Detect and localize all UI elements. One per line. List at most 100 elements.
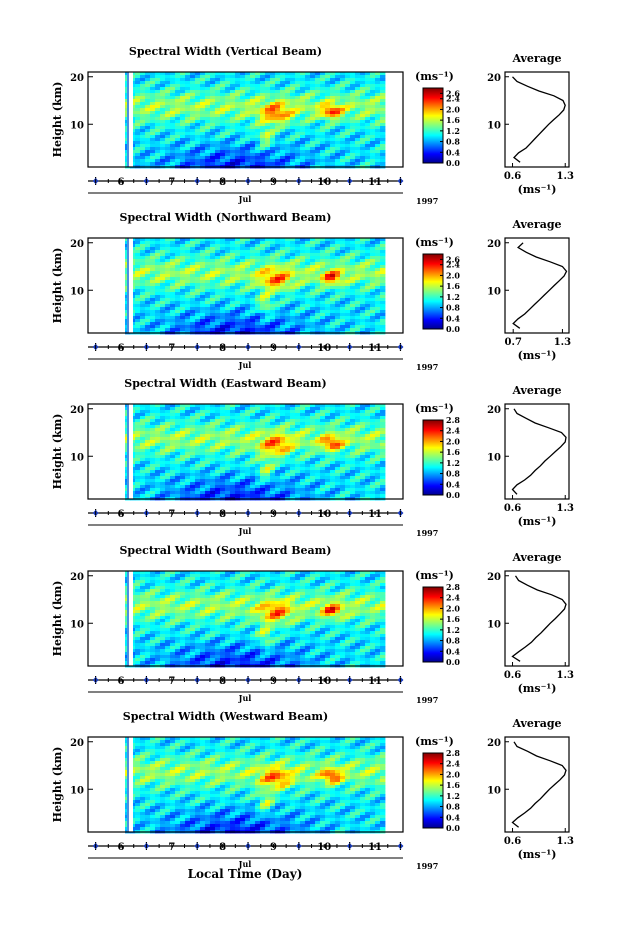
heatmap-cell	[310, 286, 316, 290]
heatmap-cell	[265, 147, 271, 151]
heatmap-cell	[210, 271, 216, 275]
heatmap-cell	[175, 159, 181, 163]
heatmap-cell	[265, 99, 271, 103]
heatmap-cell	[175, 298, 181, 302]
heatmap-cell	[175, 307, 181, 311]
heatmap-cell	[255, 256, 261, 260]
heatmap-cell	[170, 428, 176, 432]
heatmap-cell	[200, 250, 206, 254]
heatmap-cell	[355, 256, 361, 260]
heatmap-cell	[155, 319, 161, 323]
heatmap-cell	[155, 422, 161, 426]
heatmap-cell	[165, 280, 171, 284]
heatmap-cell	[295, 413, 301, 417]
heatmap-cell	[345, 262, 351, 266]
heatmap-cell	[180, 265, 186, 269]
heatmap-cell	[185, 268, 191, 272]
heatmap-cell	[255, 274, 261, 278]
heatmap-cell	[240, 316, 246, 320]
heatmap-cell	[210, 120, 216, 124]
heatmap-cell	[290, 322, 296, 326]
heatmap-cell	[200, 153, 206, 157]
heatmap-cell	[145, 120, 151, 124]
heatmap-cell	[225, 117, 231, 121]
heatmap-cell	[210, 410, 216, 414]
heatmap-cell	[270, 470, 276, 474]
heatmap-cell	[175, 238, 181, 242]
heatmap-cell	[235, 78, 241, 82]
heatmap-cell	[370, 75, 376, 79]
heatmap-cell	[230, 114, 236, 118]
heatmap-cell	[215, 93, 221, 97]
heatmap-cell	[310, 274, 316, 278]
heatmap-cell	[300, 455, 306, 459]
heatmap-cell	[355, 434, 361, 438]
heatmap-cell	[210, 244, 216, 248]
heatmap-cell	[340, 410, 346, 414]
heatmap-cell	[145, 147, 151, 151]
heatmap-cell	[375, 259, 381, 263]
heatmap-cell	[230, 111, 236, 115]
heatmap-cell	[220, 289, 226, 293]
heatmap-cell	[230, 473, 236, 477]
heatmap-cell	[320, 120, 326, 124]
heatmap-cell	[145, 428, 151, 432]
heatmap-cell	[155, 244, 161, 248]
heatmap-cell	[175, 93, 181, 97]
heatmap-cell	[235, 410, 241, 414]
heatmap-cell	[355, 244, 361, 248]
heatmap-cell	[215, 78, 221, 82]
heatmap-cell	[135, 419, 141, 423]
heatmap-cell	[170, 482, 176, 486]
heatmap-cell	[280, 494, 286, 498]
heatmap-cell	[270, 295, 276, 299]
heatmap-cell	[280, 117, 286, 121]
heatmap-cell	[190, 304, 196, 308]
heatmap-cell	[170, 259, 176, 263]
average-y-tick-label: 20	[487, 73, 501, 84]
heatmap-cell	[225, 81, 231, 85]
heatmap-cell	[295, 150, 301, 154]
heatmap-cell	[155, 253, 161, 257]
colorbar-tick-label: 1.6	[446, 281, 460, 291]
heatmap-cell	[280, 328, 286, 332]
heatmap-cell	[220, 479, 226, 483]
heatmap-cell	[375, 253, 381, 257]
heatmap-cell	[270, 485, 276, 489]
heatmap-cell	[245, 476, 251, 480]
heatmap-cell	[165, 473, 171, 477]
heatmap-cell	[170, 425, 176, 429]
heatmap-cell	[185, 72, 191, 76]
heatmap-cell	[230, 467, 236, 471]
heatmap-cell	[215, 431, 221, 435]
y-tick-label: 10	[70, 286, 84, 297]
heatmap-cell	[220, 75, 226, 79]
heatmap-cell	[145, 262, 151, 266]
heatmap-cell	[160, 96, 166, 100]
heatmap-cell	[310, 150, 316, 154]
heatmap-cell	[230, 259, 236, 263]
heatmap-cell	[205, 313, 211, 317]
heatmap-cell	[215, 482, 221, 486]
heatmap-cell	[140, 470, 146, 474]
heatmap-cell	[260, 244, 266, 248]
heatmap-cell	[265, 304, 271, 308]
y-tick-label: 10	[70, 120, 84, 131]
heatmap-cell	[205, 96, 211, 100]
heatmap-cell	[140, 280, 146, 284]
heatmap-cell	[220, 135, 226, 139]
heatmap-cell	[250, 108, 256, 112]
heatmap-cell	[135, 262, 141, 266]
heatmap-cell	[225, 93, 231, 97]
heatmap-cell	[270, 238, 276, 242]
heatmap-cell	[320, 449, 326, 453]
heatmap-cell	[160, 461, 166, 465]
heatmap-cell	[315, 274, 321, 278]
heatmap-cell	[285, 283, 291, 287]
heatmap-cell	[170, 313, 176, 317]
colorbar-tick-label: 0.4	[446, 147, 460, 157]
heatmap-cell	[295, 437, 301, 441]
heatmap-cell	[140, 313, 146, 317]
heatmap-cell	[210, 280, 216, 284]
heatmap-cell	[225, 280, 231, 284]
